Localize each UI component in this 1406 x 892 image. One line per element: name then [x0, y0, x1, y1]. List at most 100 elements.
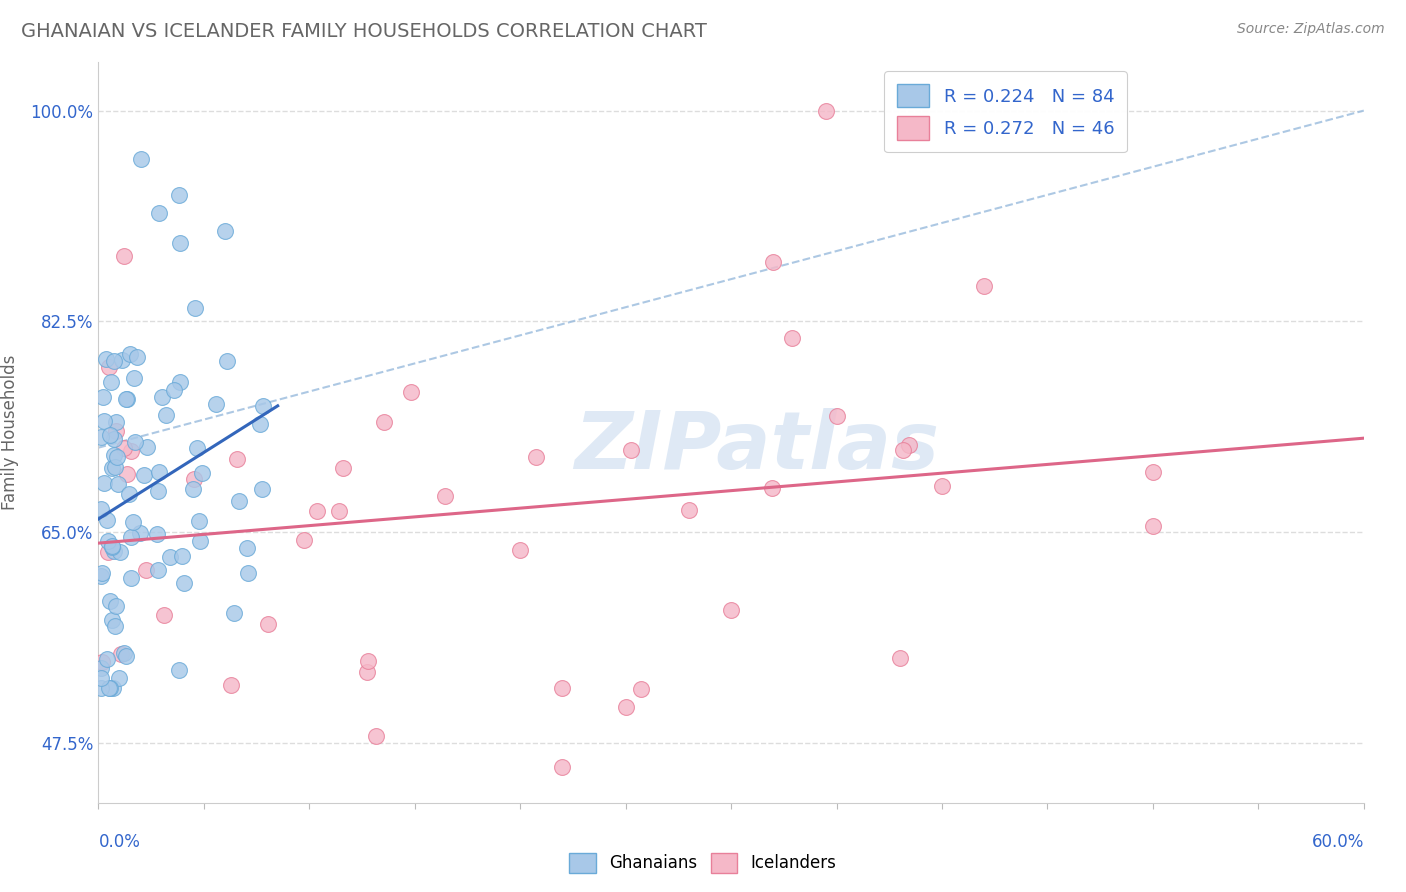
Point: [90, 430, 112, 444]
Text: ZIPatlas: ZIPatlas: [574, 409, 939, 486]
Point: [101, 540, 124, 554]
Point: [780, 331, 803, 345]
Point: [191, 466, 214, 480]
Point: [104, 459, 127, 474]
Point: [118, 346, 141, 360]
Point: [97, 545, 120, 559]
Point: [155, 408, 177, 422]
Point: [98, 681, 121, 696]
Point: [328, 504, 350, 518]
Point: [98, 681, 121, 696]
Point: [120, 530, 142, 544]
Point: [509, 543, 531, 558]
Point: [107, 476, 129, 491]
Point: [112, 646, 135, 660]
Point: [91, 655, 114, 669]
Point: [167, 663, 190, 677]
Point: [226, 452, 249, 467]
Point: [401, 384, 423, 399]
Point: [181, 482, 204, 496]
Point: [96, 351, 118, 366]
Point: [91, 566, 114, 581]
Point: [93, 475, 115, 490]
Point: [150, 390, 173, 404]
Point: [163, 383, 186, 397]
Point: [115, 392, 138, 406]
Point: [357, 654, 380, 668]
Point: [898, 438, 921, 452]
Point: [292, 533, 315, 547]
Point: [105, 424, 128, 438]
Point: [889, 650, 911, 665]
Point: [152, 607, 174, 622]
Point: [252, 399, 274, 413]
Point: [219, 678, 242, 692]
Text: 0.0%: 0.0%: [98, 833, 141, 851]
Point: [524, 450, 547, 464]
Point: [434, 489, 457, 503]
Point: [104, 415, 127, 429]
Y-axis label: Family Households: Family Households: [1, 355, 20, 510]
Point: [103, 448, 125, 462]
Point: [891, 443, 914, 458]
Point: [112, 441, 135, 455]
Point: [146, 563, 169, 577]
Point: [204, 397, 226, 411]
Point: [620, 443, 643, 458]
Point: [108, 545, 131, 559]
Point: [214, 224, 236, 238]
Point: [188, 514, 211, 528]
Point: [115, 392, 138, 406]
Point: [148, 205, 170, 219]
Point: [366, 730, 388, 744]
Point: [146, 527, 169, 541]
Point: [110, 647, 132, 661]
Point: [98, 594, 121, 608]
Point: [101, 539, 124, 553]
Point: [96, 513, 118, 527]
Point: [104, 619, 127, 633]
Point: [825, 409, 848, 424]
Text: GHANAIAN VS ICELANDER FAMILY HOUSEHOLDS CORRELATION CHART: GHANAIAN VS ICELANDER FAMILY HOUSEHOLDS …: [21, 22, 707, 41]
Point: [186, 441, 208, 455]
Point: [215, 353, 238, 368]
Point: [224, 607, 246, 621]
Point: [90, 661, 112, 675]
Point: [90, 502, 112, 516]
Point: [814, 103, 837, 118]
Point: [614, 700, 637, 714]
Point: [105, 599, 128, 614]
Point: [103, 544, 125, 558]
Point: [134, 467, 156, 482]
Point: [120, 571, 142, 585]
Point: [170, 549, 193, 564]
Point: [115, 467, 138, 482]
Point: [90, 569, 112, 583]
Text: 60.0%: 60.0%: [1312, 833, 1364, 851]
Text: Source: ZipAtlas.com: Source: ZipAtlas.com: [1237, 22, 1385, 37]
Point: [120, 443, 142, 458]
Point: [159, 550, 181, 565]
Point: [107, 671, 129, 685]
Point: [101, 613, 124, 627]
Point: [96, 651, 118, 665]
Point: [305, 504, 328, 518]
Point: [762, 254, 785, 268]
Point: [98, 428, 121, 442]
Point: [121, 515, 143, 529]
Point: [190, 534, 212, 549]
Point: [101, 681, 124, 696]
Point: [973, 278, 995, 293]
Point: [183, 472, 205, 486]
Point: [136, 441, 159, 455]
Point: [167, 187, 190, 202]
Point: [129, 152, 152, 166]
Point: [236, 541, 259, 555]
Legend: R = 0.224   N = 84, R = 0.272   N = 46: R = 0.224 N = 84, R = 0.272 N = 46: [884, 71, 1128, 153]
Point: [236, 566, 259, 581]
Point: [332, 461, 354, 475]
Legend: Ghanaians, Icelanders: Ghanaians, Icelanders: [562, 847, 844, 880]
Point: [128, 526, 150, 541]
Point: [125, 351, 148, 365]
Point: [256, 617, 278, 632]
